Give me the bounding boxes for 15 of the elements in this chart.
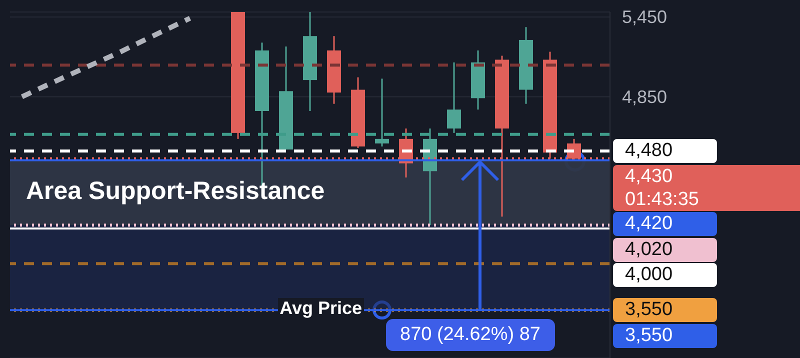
ref-line-label: 4,000 (625, 263, 674, 288)
candlestick (375, 78, 389, 148)
ref-line-label: 4,480 (625, 139, 674, 164)
ref-line-label: 4,420 (625, 212, 674, 236)
band-label: Area Support-Resistance (26, 176, 325, 206)
ref-line-label: 4,020 (625, 238, 674, 262)
text: 01:43:35 (625, 188, 700, 211)
ref-line-label: 4,430 (625, 164, 674, 189)
ref-line-label: 3,550 (625, 324, 674, 348)
annotation: Avg Price (278, 298, 364, 320)
candlestick (447, 62, 461, 134)
y-tick-label: 4,850 (622, 86, 668, 107)
ref-line-label: 3,550 (625, 298, 674, 322)
y-tick-label: 5,450 (622, 7, 668, 27)
band-label: 870 (24.62%) 87 (386, 319, 554, 352)
